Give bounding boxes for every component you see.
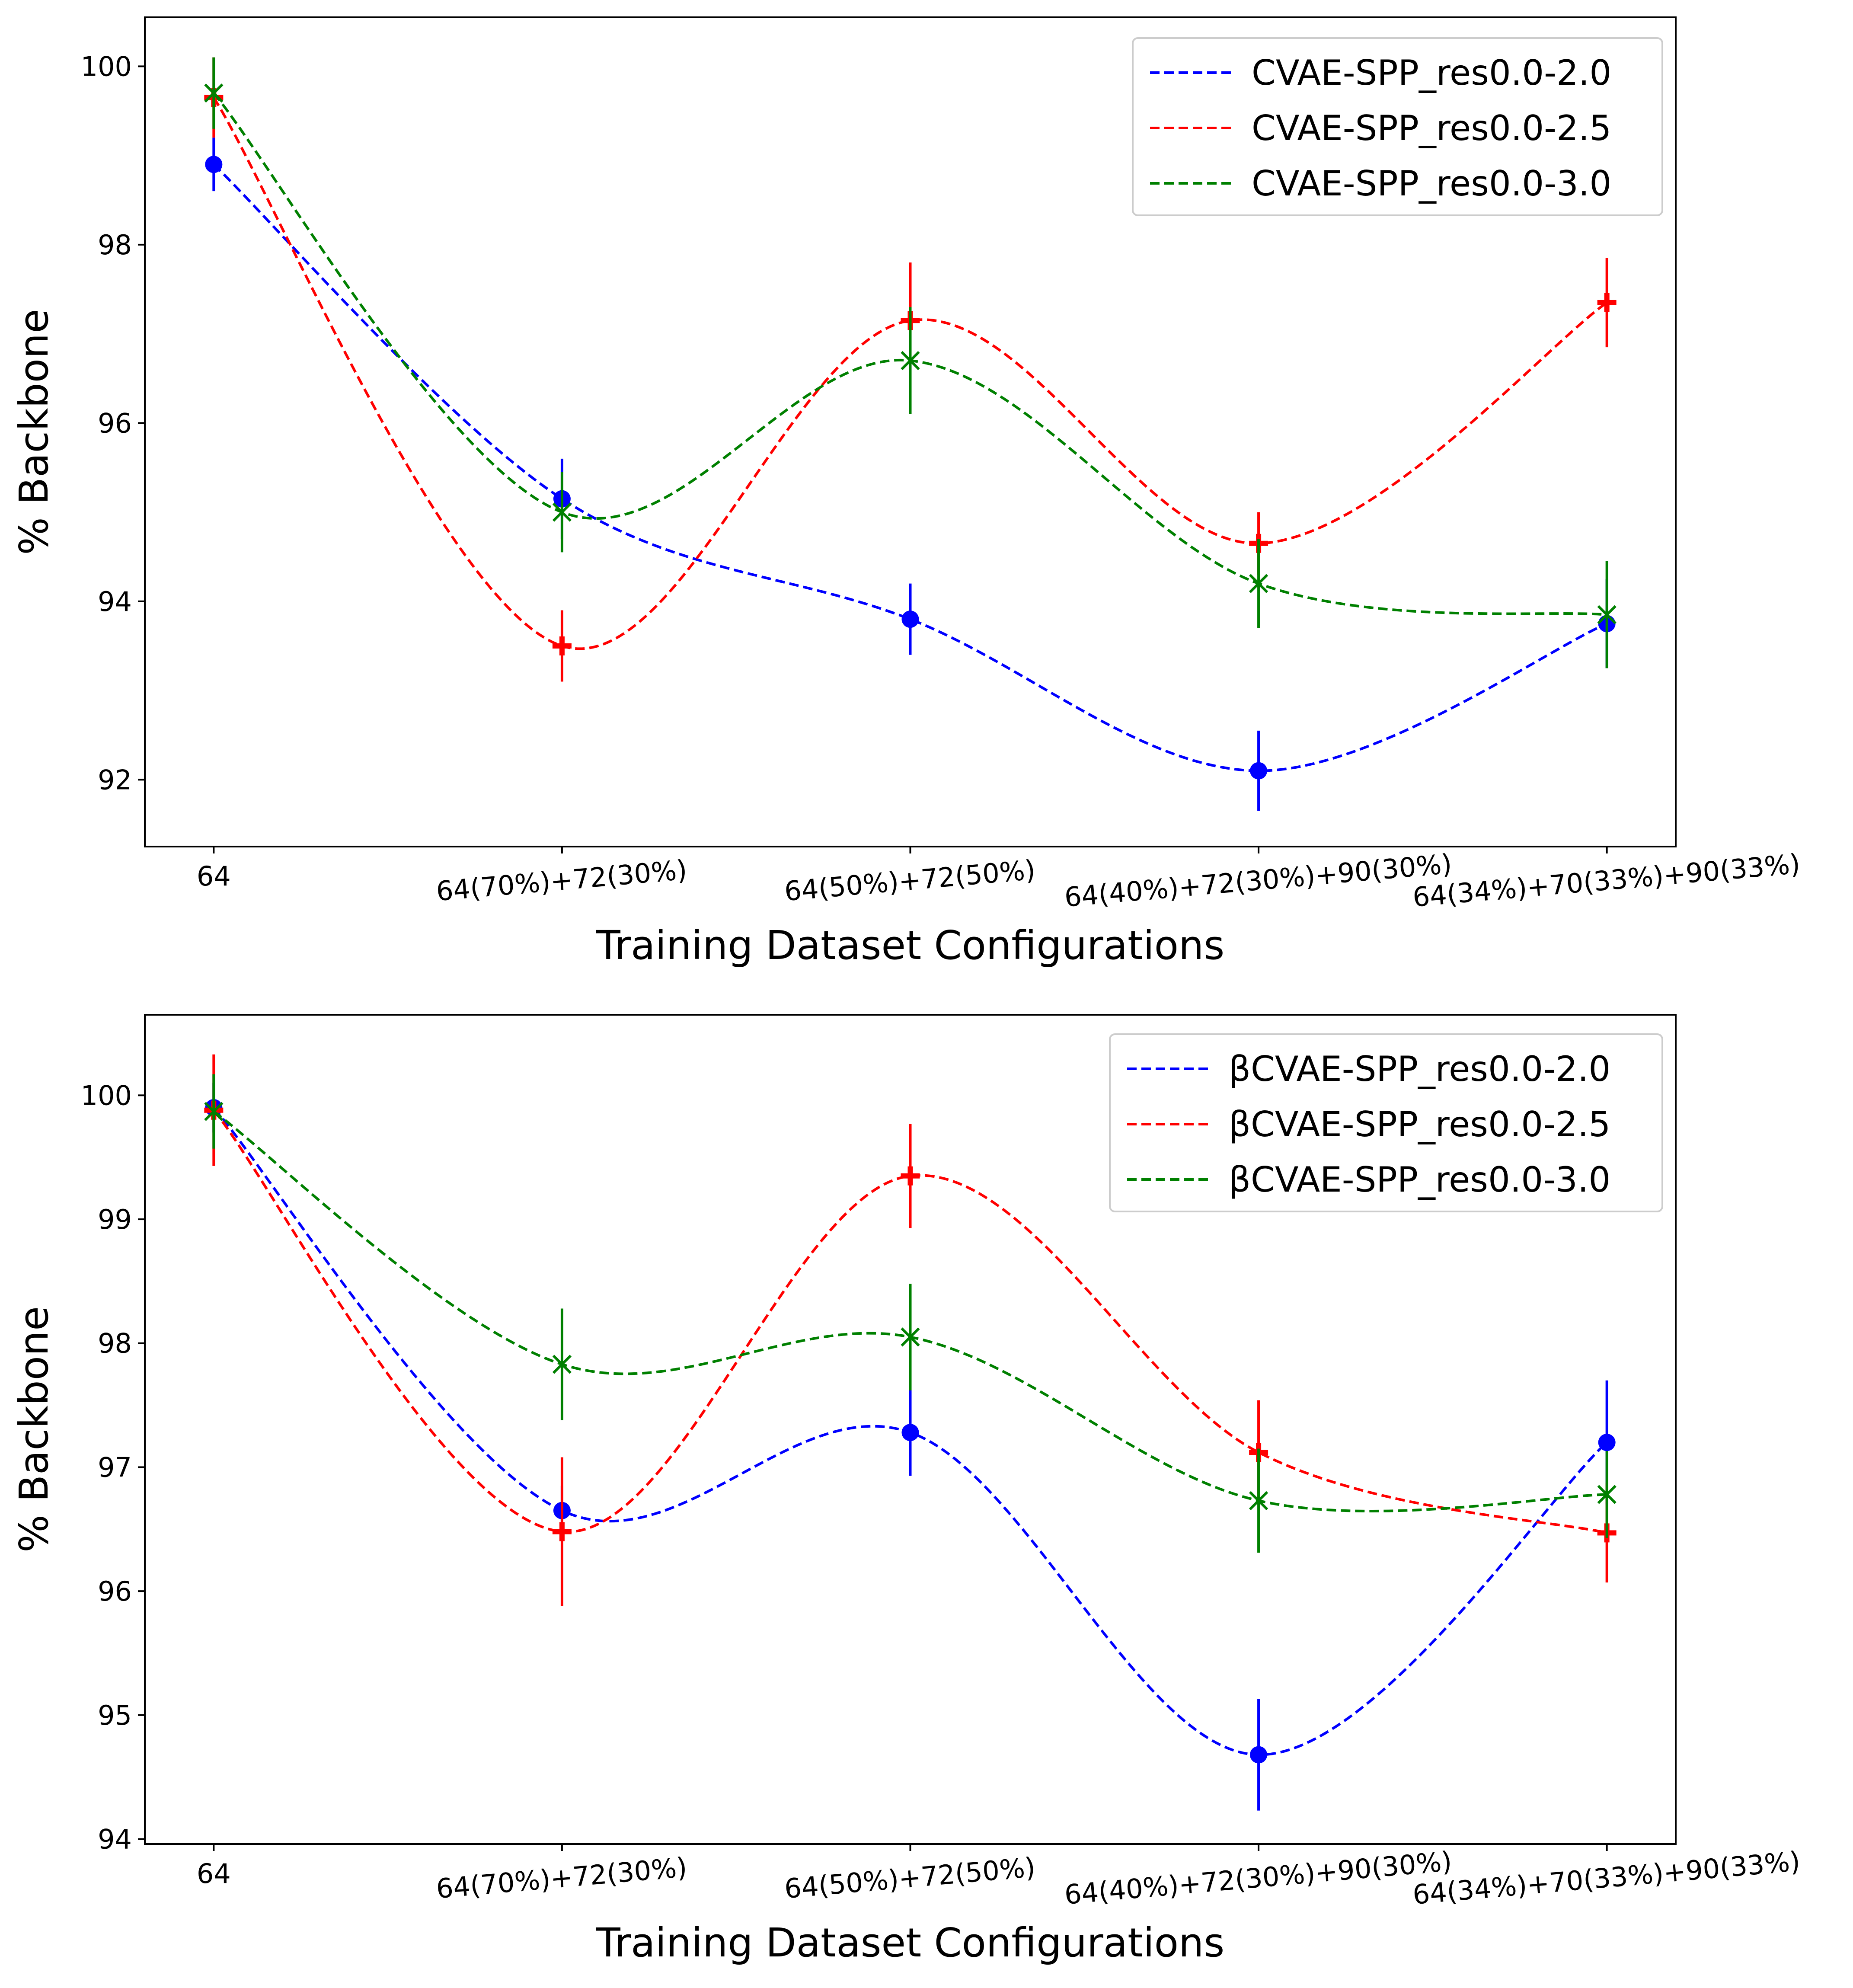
series-0	[205, 137, 1616, 811]
data-point	[204, 1102, 224, 1121]
x-tick-label: 64(40%)+72(30%)+90(30%)	[1063, 848, 1453, 913]
data-point-b	[1249, 1491, 1268, 1510]
data-point-v	[559, 1522, 565, 1541]
data-point	[901, 1327, 920, 1347]
series-line	[213, 92, 1607, 616]
legend-entry: βCVAE-SPP_res0.0-2.5	[1229, 1104, 1610, 1144]
legend-entry: CVAE-SPP_res0.0-2.0	[1252, 53, 1611, 93]
data-point-b	[1249, 574, 1268, 593]
data-point-b	[901, 1327, 920, 1347]
y-tick-label: 92	[98, 764, 132, 796]
data-point-b	[901, 351, 920, 371]
data-point-b	[552, 1355, 572, 1374]
x-tick-label: 64(70%)+72(30%)	[435, 854, 688, 907]
x-tick-label: 64(50%)+72(50%)	[783, 854, 1036, 907]
data-point	[552, 1522, 572, 1541]
y-tick-label: 94	[98, 1824, 132, 1855]
data-point	[1597, 1485, 1617, 1504]
data-point	[901, 351, 920, 371]
y-tick-label: 98	[98, 1328, 132, 1359]
data-point	[1250, 1746, 1268, 1764]
data-point	[205, 156, 223, 173]
data-point-v	[1604, 293, 1610, 312]
series-line	[213, 163, 1607, 772]
data-point-b	[204, 83, 224, 103]
y-tick-label: 100	[81, 51, 132, 82]
data-point-b	[204, 1102, 224, 1121]
series-2	[204, 1074, 1617, 1553]
data-point	[901, 1166, 920, 1186]
data-point	[1249, 1491, 1268, 1510]
data-point	[552, 636, 572, 655]
y-tick-label: 96	[98, 1576, 132, 1607]
series-0	[205, 1083, 1616, 1811]
legend: βCVAE-SPP_res0.0-2.0 βCVAE-SPP_res0.0-2.5…	[1109, 1033, 1663, 1212]
legend-entry: CVAE-SPP_res0.0-3.0	[1252, 163, 1611, 204]
data-point	[552, 1355, 572, 1374]
x-tick-label: 64(34%)+70(33%)+90(33%)	[1412, 1845, 1802, 1911]
y-tick-label: 96	[98, 407, 132, 439]
x-tick-label: 64(50%)+72(50%)	[783, 1851, 1036, 1905]
data-point-b	[552, 502, 572, 522]
x-axis-label: Training Dataset Configurations	[596, 922, 1225, 968]
x-tick-label: 64	[197, 1858, 231, 1889]
data-point	[1249, 574, 1268, 593]
bottom-chart-panel: 94 95 96 97 98 99 100 64 64(70%)+72(30%) 64(50%)+…	[11, 1014, 1802, 1966]
data-point-v	[559, 636, 565, 655]
legend-entry: βCVAE-SPP_res0.0-2.0	[1229, 1049, 1610, 1089]
x-tick-label: 64(70%)+72(30%)	[435, 1851, 688, 1905]
legend-box	[1132, 37, 1663, 216]
y-tick-label: 98	[98, 229, 132, 261]
data-point-b	[1597, 605, 1617, 624]
y-tick-label: 99	[98, 1204, 132, 1235]
x-tick-label: 64(34%)+70(33%)+90(33%)	[1412, 848, 1802, 913]
data-point	[1597, 605, 1617, 624]
data-point-b	[1597, 1485, 1617, 1504]
legend-entry: CVAE-SPP_res0.0-2.5	[1252, 108, 1611, 148]
legend-entry: βCVAE-SPP_res0.0-3.0	[1229, 1160, 1610, 1200]
y-axis-label: % Backbone	[11, 309, 57, 555]
x-axis-label: Training Dataset Configurations	[596, 1920, 1225, 1966]
legend-box	[1109, 1033, 1663, 1212]
y-axis-label: % Backbone	[11, 1306, 57, 1553]
data-point	[1250, 762, 1268, 780]
x-tick-label: 64	[197, 860, 231, 892]
top-chart-panel: 92 94 96 98 100 64 64(70%)+72(30%) 64(50%)+72(5…	[11, 16, 1802, 968]
series-2	[204, 57, 1617, 668]
y-tick-label: 97	[98, 1451, 132, 1483]
data-point	[901, 1424, 919, 1441]
series-line	[212, 97, 1608, 650]
data-point	[204, 83, 224, 103]
y-tick-label: 94	[98, 586, 132, 617]
y-tick-label: 100	[81, 1080, 132, 1111]
y-tick-label: 95	[98, 1700, 132, 1731]
data-point	[1597, 293, 1617, 312]
x-tick-label: 64(40%)+72(30%)+90(30%)	[1063, 1845, 1453, 1911]
series-line	[213, 1109, 1607, 1534]
data-point	[1598, 1434, 1616, 1451]
legend: CVAE-SPP_res0.0-2.0 CVAE-SPP_res0.0-2.5 CV…	[1132, 37, 1663, 216]
data-point	[552, 502, 572, 522]
data-point-v	[907, 1166, 913, 1186]
data-point	[901, 610, 919, 628]
